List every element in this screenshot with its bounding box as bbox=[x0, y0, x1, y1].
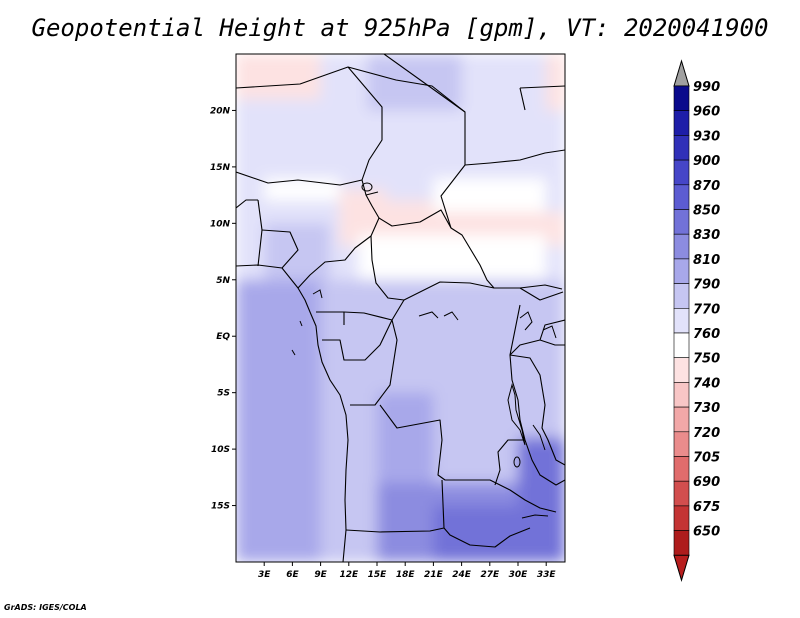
field-region-18 bbox=[518, 437, 565, 506]
colorbar-label: 705 bbox=[693, 451, 720, 466]
colorbar-label: 870 bbox=[693, 179, 720, 194]
country-borders bbox=[236, 54, 565, 562]
field-region-7 bbox=[264, 178, 340, 201]
colorbar-segment-960 bbox=[673, 110, 690, 136]
x-tick-label: 6E bbox=[286, 570, 299, 580]
colorbar-label: 790 bbox=[693, 278, 720, 293]
field-region-17 bbox=[433, 505, 565, 562]
colorbar-label: 930 bbox=[693, 129, 720, 144]
field-region-2 bbox=[236, 54, 321, 100]
colorbar-label: 650 bbox=[693, 525, 720, 540]
colorbar-label: 760 bbox=[693, 327, 720, 342]
field-region-6 bbox=[546, 54, 565, 111]
colorbar-segment-770 bbox=[673, 307, 690, 334]
x-tick-label: 18E bbox=[396, 570, 416, 580]
colorbar-segment-790 bbox=[673, 283, 690, 309]
colorbar-segment-690 bbox=[673, 480, 690, 507]
colorbar-segment-870 bbox=[673, 184, 690, 210]
y-tick-label: 10S bbox=[211, 445, 230, 455]
height-field bbox=[236, 54, 565, 562]
colorbar-segment-810 bbox=[673, 258, 690, 284]
y-tick-label: 15N bbox=[210, 163, 231, 173]
colorbar-over-arrow bbox=[673, 59, 690, 87]
colorbar-label: 850 bbox=[693, 204, 720, 219]
colorbar-segment-850 bbox=[673, 209, 690, 235]
grads-credit: GrADS: IGES/COLA bbox=[4, 603, 87, 612]
colorbar-label: 810 bbox=[693, 253, 720, 268]
y-tick-label: 10N bbox=[210, 219, 231, 229]
colorbar-segment-830 bbox=[673, 233, 690, 260]
colorbar-segment-990 bbox=[673, 85, 690, 112]
x-tick-label: 3E bbox=[258, 570, 271, 580]
colorbar-label: 960 bbox=[693, 105, 720, 120]
x-tick-label: 21E bbox=[424, 570, 444, 580]
chart-title: Geopotential Height at 925hPa [gpm], VT:… bbox=[31, 14, 769, 42]
x-tick-label: 27E bbox=[480, 570, 500, 580]
x-tick-label: 12E bbox=[339, 570, 359, 580]
plot-frame bbox=[235, 53, 566, 563]
colorbar-label: 990 bbox=[693, 80, 720, 95]
colorbar-segment-675 bbox=[673, 505, 690, 531]
colorbar-label: 720 bbox=[693, 426, 720, 441]
colorbar-segment-650 bbox=[673, 530, 690, 556]
colorbar-under-arrow bbox=[673, 554, 690, 583]
colorbar-label: 690 bbox=[693, 475, 720, 490]
field-region-8 bbox=[358, 234, 547, 280]
colorbar-label: 770 bbox=[693, 302, 720, 317]
colorbar-segment-750 bbox=[673, 357, 690, 383]
colorbar-label: 830 bbox=[693, 228, 720, 243]
colorbar-segment-740 bbox=[673, 382, 690, 408]
colorbar-segment-705 bbox=[673, 456, 690, 482]
colorbar-label: 675 bbox=[693, 500, 720, 515]
colorbar-label: 730 bbox=[693, 401, 720, 416]
colorbar-label: 750 bbox=[693, 352, 720, 367]
x-axis: 3E 6E 9E 12E 15E 18E 21E 24E 27E 30E 33E bbox=[258, 562, 556, 580]
colorbar-segment-930 bbox=[673, 135, 690, 161]
y-tick-label: 5N bbox=[216, 276, 230, 286]
y-tick-label: 5S bbox=[217, 389, 230, 399]
colorbar-label: 740 bbox=[693, 376, 720, 391]
colorbar-label: 900 bbox=[693, 154, 720, 169]
field-region-9 bbox=[433, 178, 547, 213]
colorbar-segment-730 bbox=[673, 406, 690, 433]
y-axis: 20N 15N 10N 5N EQ 5S 10S 15S bbox=[210, 106, 236, 512]
y-tick-label: EQ bbox=[216, 332, 230, 342]
x-tick-label: 15E bbox=[368, 570, 388, 580]
x-tick-label: 30E bbox=[509, 570, 529, 580]
y-tick-label: 15S bbox=[211, 502, 230, 512]
x-tick-label: 24E bbox=[452, 570, 472, 580]
colorbar-segment-900 bbox=[673, 159, 690, 186]
lake-outlines bbox=[291, 182, 557, 519]
colorbar-segment-760 bbox=[673, 332, 690, 359]
x-tick-label: 33E bbox=[537, 570, 557, 580]
field-region-14 bbox=[236, 279, 321, 562]
field-region-10 bbox=[367, 54, 462, 111]
colorbar: 990 960 930 900 870 850 830 810 790 770 760 750 740 7… bbox=[673, 59, 720, 583]
y-tick-label: 20N bbox=[210, 106, 231, 116]
x-tick-label: 9E bbox=[314, 570, 327, 580]
colorbar-segment-720 bbox=[673, 431, 690, 457]
